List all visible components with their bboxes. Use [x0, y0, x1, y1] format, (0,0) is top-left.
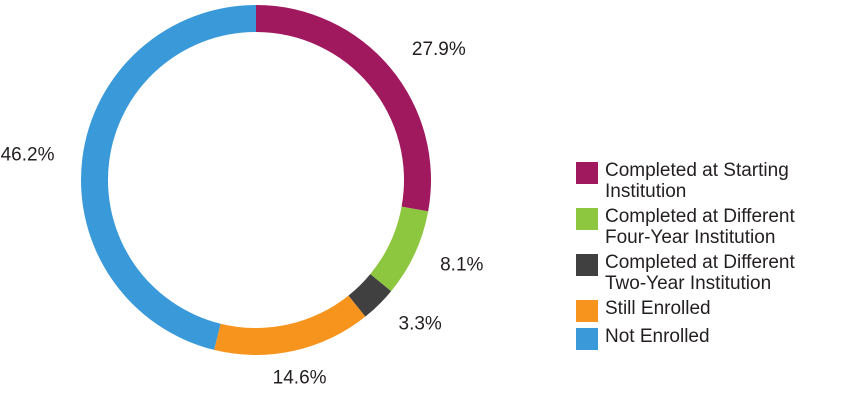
data-label: 8.1% [440, 255, 483, 276]
data-label: 14.6% [273, 367, 327, 388]
legend-label: Completed at Starting Institution [605, 160, 789, 202]
legend-item: Completed at Different Four-Year Institu… [576, 206, 836, 248]
data-label: 46.2% [1, 145, 55, 166]
legend-swatch [576, 254, 598, 276]
legend-label: Completed at Different Two-Year Institut… [605, 252, 795, 294]
donut-slice [370, 206, 429, 292]
legend-swatch [576, 328, 598, 350]
data-label: 27.9% [412, 39, 466, 60]
legend-label: Completed at Different Four-Year Institu… [605, 206, 795, 248]
donut-slice [256, 5, 431, 212]
legend-item: Completed at Different Two-Year Institut… [576, 252, 836, 294]
data-label: 3.3% [399, 314, 442, 335]
donut-slice [348, 274, 392, 317]
chart: 27.9% 8.1% 3.3% 14.6% 46.2% [1, 5, 484, 388]
legend-item: Not Enrolled [576, 326, 836, 350]
legend-label: Still Enrolled [605, 298, 711, 319]
legend-label: Not Enrolled [605, 326, 710, 347]
donut-slice [214, 295, 366, 355]
legend-swatch [576, 208, 598, 230]
legend-swatch [576, 300, 598, 322]
legend-item: Completed at Starting Institution [576, 160, 836, 202]
legend: Completed at Starting Institution Complet… [576, 160, 836, 354]
donut-slice [81, 5, 256, 350]
legend-item: Still Enrolled [576, 298, 836, 322]
legend-swatch [576, 162, 598, 184]
